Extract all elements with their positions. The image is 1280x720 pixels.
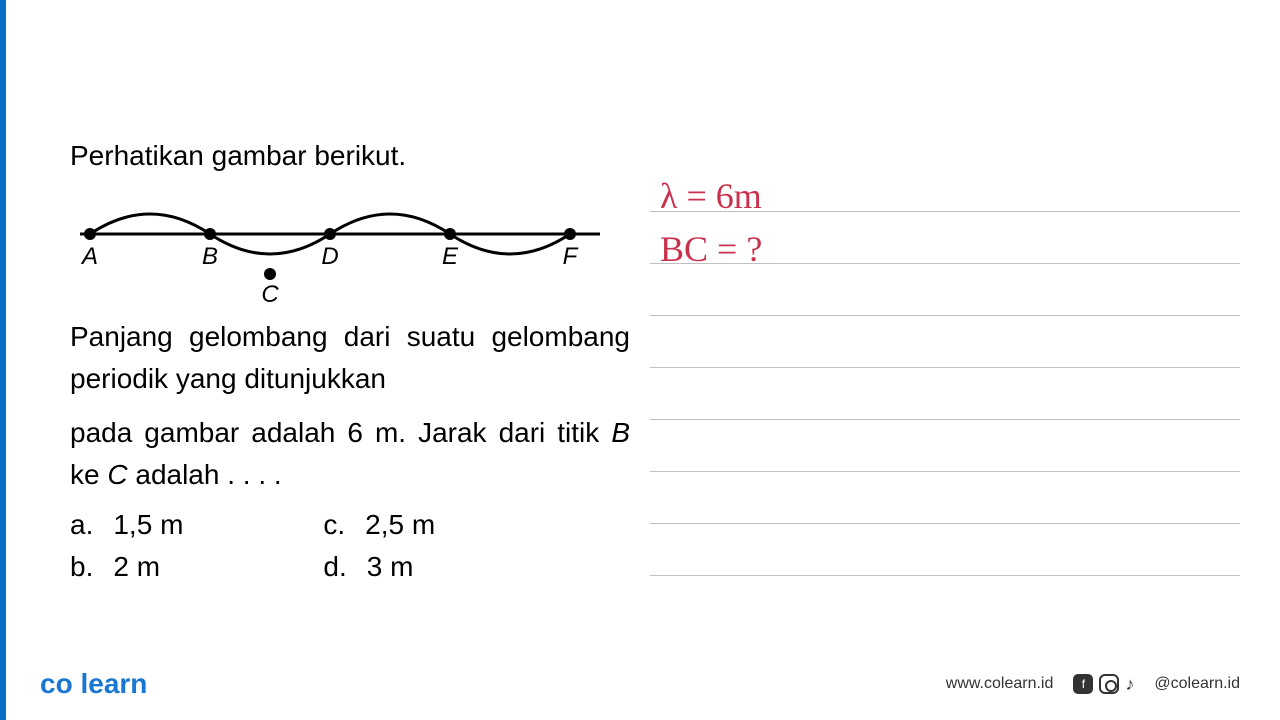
point-d — [324, 228, 336, 240]
tiktok-icon: ♪ — [1125, 674, 1134, 695]
option-c-letter: c. — [323, 504, 345, 546]
point-c — [264, 268, 276, 280]
question-paragraph-1: Panjang gelombang dari suatu gelombang p… — [70, 316, 630, 400]
question-content: Perhatikan gambar berikut. A B C D E F P… — [70, 140, 630, 588]
notebook-line — [650, 264, 1240, 316]
notebook-area: λ = 6m BC = ? — [650, 160, 1240, 580]
option-b-letter: b. — [70, 546, 93, 588]
label-f: F — [563, 243, 579, 270]
label-a: A — [80, 243, 98, 270]
social-handle: @colearn.id — [1154, 675, 1240, 693]
options-left-col: a. 1,5 m b. 2 m — [70, 504, 183, 588]
logo: co learn — [40, 668, 147, 700]
notebook-line — [650, 472, 1240, 524]
footer: co learn www.colearn.id f ♪ @colearn.id — [0, 668, 1280, 700]
label-d: D — [321, 243, 338, 270]
option-c-text: 2,5 m — [365, 504, 435, 546]
logo-co: co — [40, 668, 73, 699]
label-e: E — [442, 243, 459, 270]
option-b: b. 2 m — [70, 546, 183, 588]
option-d-letter: d. — [323, 546, 346, 588]
option-a-letter: a. — [70, 504, 93, 546]
option-b-text: 2 m — [113, 546, 160, 588]
point-a — [84, 228, 96, 240]
option-d-text: 3 m — [367, 546, 414, 588]
question-paragraph-2: pada gambar adalah 6 m. Jarak dari titik… — [70, 412, 630, 496]
option-c: c. 2,5 m — [323, 504, 435, 546]
point-e — [444, 228, 456, 240]
q2-end: adalah . . . . — [128, 459, 282, 490]
option-a: a. 1,5 m — [70, 504, 183, 546]
notebook-line — [650, 368, 1240, 420]
options-right-col: c. 2,5 m d. 3 m — [323, 504, 435, 588]
logo-learn: learn — [80, 668, 147, 699]
point-f — [564, 228, 576, 240]
q2-b: B — [611, 417, 630, 448]
instagram-icon — [1099, 674, 1119, 694]
q2-c: C — [107, 459, 127, 490]
options-container: a. 1,5 m b. 2 m c. 2,5 m d. 3 m — [70, 504, 630, 588]
label-b: B — [202, 243, 218, 270]
facebook-icon: f — [1073, 674, 1093, 694]
footer-url: www.colearn.id — [946, 675, 1054, 693]
footer-right: www.colearn.id f ♪ @colearn.id — [946, 674, 1240, 695]
heading-text: Perhatikan gambar berikut. — [70, 140, 630, 172]
option-a-text: 1,5 m — [113, 504, 183, 546]
social-icons: f ♪ — [1073, 674, 1134, 695]
wave-diagram: A B C D E F — [70, 184, 610, 304]
label-c: C — [261, 281, 279, 304]
handwriting-lambda: λ = 6m — [660, 175, 762, 217]
point-b — [204, 228, 216, 240]
notebook-line — [650, 420, 1240, 472]
notebook-line — [650, 316, 1240, 368]
left-accent-bar — [0, 0, 6, 720]
q2-pre: pada gambar adalah 6 m. Jarak dari titik — [70, 417, 611, 448]
q2-mid: ke — [70, 459, 107, 490]
option-d: d. 3 m — [323, 546, 435, 588]
notebook-line — [650, 524, 1240, 576]
handwriting-bc: BC = ? — [660, 228, 762, 270]
